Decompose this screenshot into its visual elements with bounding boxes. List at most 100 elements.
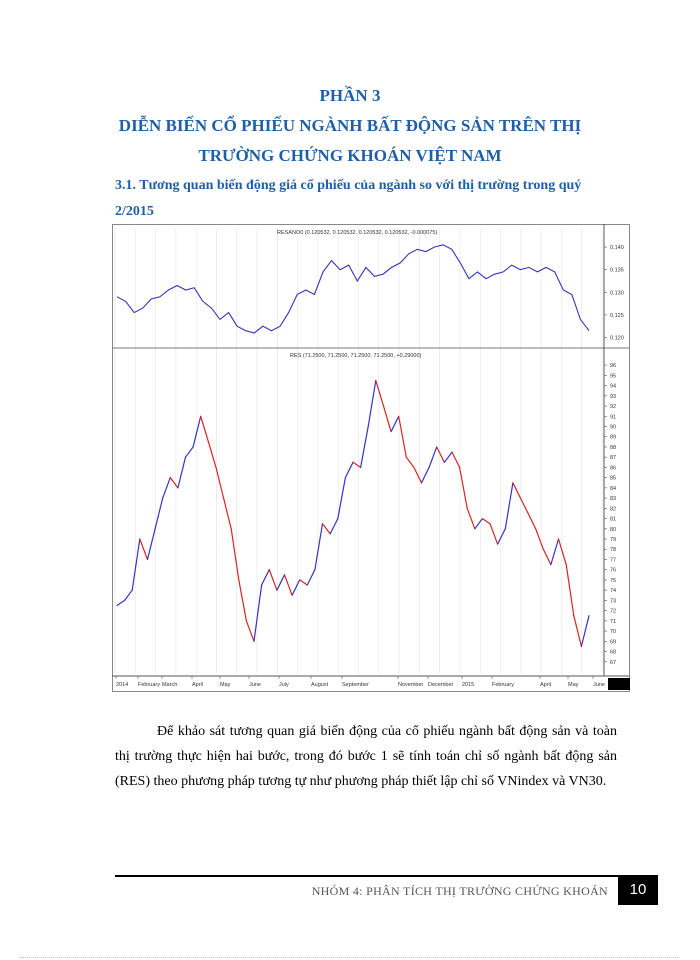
series-segment-res	[215, 466, 225, 499]
series-segment-res	[466, 507, 476, 530]
y-tick-label-bottom: 89	[610, 435, 616, 441]
series-segment-res	[497, 528, 506, 545]
chart-svg: RESANO0 (0.120532, 0.120532, 0.120532, 0…	[112, 224, 630, 692]
series-segment-res	[390, 415, 400, 433]
page-number: 10	[618, 875, 658, 905]
y-tick-label-bottom: 94	[610, 384, 616, 390]
series-segment-res	[451, 451, 461, 468]
series-segment-res	[573, 615, 582, 647]
series-segment-res	[557, 538, 567, 566]
series-segment-res	[512, 482, 522, 499]
y-tick-label-bottom: 91	[610, 414, 616, 420]
series-segment-res	[222, 497, 232, 530]
y-tick-label-bottom: 95	[610, 373, 616, 379]
series-segment-res	[504, 482, 514, 530]
x-tick-label: February	[138, 682, 160, 688]
series-segment-res	[230, 528, 240, 581]
series-segment-res	[200, 415, 210, 443]
series-segment-res	[443, 451, 453, 463]
x-tick-label: April	[540, 682, 551, 688]
body-paragraph: Để khảo sát tương quan giá biến động của…	[115, 719, 617, 794]
series-segment-res	[375, 379, 385, 407]
y-tick-label-bottom: 92	[610, 404, 616, 410]
series-segment-res	[542, 548, 552, 566]
series-segment-res	[306, 569, 316, 586]
y-tick-label-top: 0.130	[610, 290, 624, 296]
x-tick-label: April	[192, 682, 203, 688]
series-segment-res	[238, 579, 247, 622]
chart-frame	[112, 224, 630, 692]
series-segment-res	[580, 615, 590, 647]
x-tick-label: August	[311, 682, 329, 688]
footer-rule	[115, 875, 620, 877]
series-segment-res	[299, 579, 308, 586]
series-segment-res	[382, 405, 392, 433]
series-segment-res	[405, 456, 415, 468]
series-segment-res	[436, 446, 445, 463]
series-segment-res	[428, 446, 438, 468]
y-tick-label-top: 0.135	[610, 268, 624, 274]
subheading-line-1: 3.1. Tương quan biến động giá cổ phiếu c…	[115, 178, 582, 193]
series-segment-res	[367, 379, 377, 428]
series-segment-res	[481, 518, 491, 525]
series-segment-res	[276, 574, 286, 591]
axis-corner-block	[608, 678, 630, 690]
x-tick-label: July	[279, 682, 289, 688]
y-tick-label-bottom: 77	[610, 557, 616, 563]
series-segment-res	[519, 497, 529, 514]
y-tick-label-bottom: 69	[610, 639, 616, 645]
series-segment-res	[344, 461, 354, 479]
y-tick-label-bottom: 84	[610, 486, 616, 492]
heading-line-1: DIỄN BIẾN CỔ PHIẾU NGÀNH BẤT ĐỘNG SẢN TR…	[118, 116, 582, 135]
y-tick-label-top: 0.140	[610, 245, 624, 251]
series-segment-res	[474, 518, 483, 530]
x-tick-label: May	[568, 682, 579, 688]
series-segment-res	[207, 441, 217, 468]
series-segment-res	[146, 528, 156, 561]
x-tick-label: March	[162, 682, 177, 688]
series-segment-res	[154, 497, 164, 530]
series-segment-res	[550, 538, 560, 566]
chart-1-title: RESANO0 (0.120532, 0.120532, 0.120532, 0…	[277, 230, 437, 236]
series-segment-res	[565, 564, 575, 617]
y-tick-label-bottom: 90	[610, 424, 616, 430]
series-segment-res	[131, 538, 141, 591]
series-segment-res	[535, 528, 544, 550]
chart-2-title: RES (71.2500, 71.2500, 71.2500, 71.2500,…	[290, 353, 422, 359]
y-tick-label-bottom: 70	[610, 629, 616, 635]
y-tick-label-bottom: 86	[610, 465, 616, 471]
y-tick-label-bottom: 83	[610, 496, 616, 502]
series-segment-res	[116, 599, 126, 607]
y-tick-label-bottom: 96	[610, 363, 616, 369]
footer-text: NHÓM 4: PHÂN TÍCH THỊ TRƯỜNG CHỨNG KHOÁN	[311, 884, 608, 898]
series-segment-res	[184, 446, 194, 458]
series-segment-res	[360, 425, 369, 468]
y-tick-label-bottom: 88	[610, 445, 616, 451]
series-segment-res	[253, 584, 263, 642]
y-tick-label-bottom: 75	[610, 578, 616, 584]
y-tick-label-bottom: 93	[610, 394, 616, 400]
series-segment-res	[291, 579, 301, 596]
x-tick-label: May	[220, 682, 231, 688]
series-segment-res	[139, 538, 149, 561]
y-tick-label-bottom: 73	[610, 598, 616, 604]
x-tick-label: June	[593, 682, 605, 688]
y-tick-label-bottom: 71	[610, 619, 616, 625]
series-line-resano	[116, 244, 590, 334]
y-tick-label-bottom: 82	[610, 506, 616, 512]
series-segment-res	[489, 523, 499, 545]
series-segment-res	[398, 415, 407, 458]
series-segment-res	[169, 477, 179, 489]
x-tick-label: November	[398, 682, 424, 688]
series-segment-res	[124, 589, 133, 601]
paragraph-text: Để khảo sát tương quan giá biến động của…	[115, 724, 617, 789]
y-tick-label-bottom: 68	[610, 650, 616, 656]
subheading-line-2: 2/2015	[115, 204, 154, 219]
y-tick-label-top: 0.125	[610, 313, 624, 319]
x-tick-label: June	[249, 682, 261, 688]
y-tick-label-bottom: 80	[610, 527, 616, 533]
series-segment-res	[162, 477, 171, 499]
series-segment-res	[261, 569, 270, 586]
series-segment-res	[268, 569, 278, 591]
series-segment-res	[413, 466, 423, 484]
